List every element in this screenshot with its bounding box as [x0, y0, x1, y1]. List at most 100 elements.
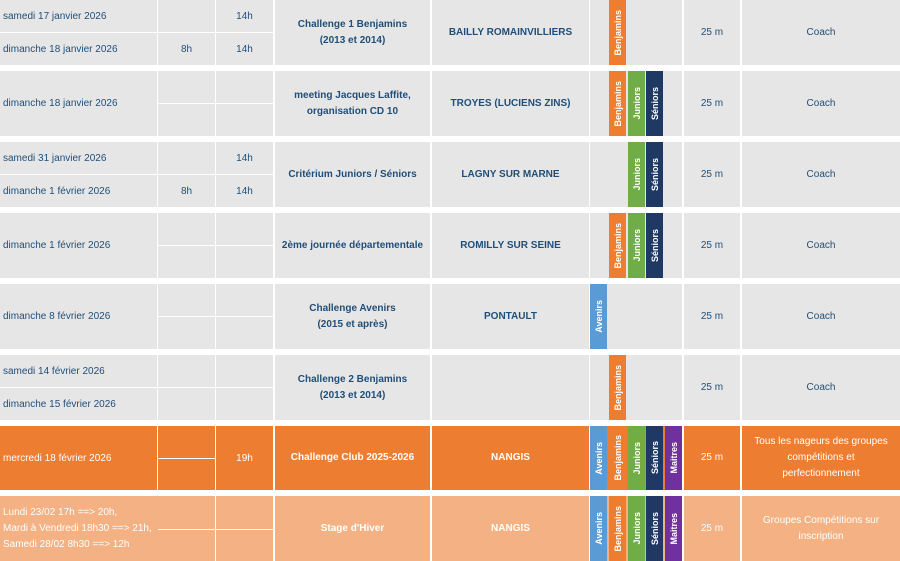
participants: Coach: [742, 213, 900, 278]
date-cell: samedi 17 janvier 2026: [0, 0, 157, 32]
category-tag-avenirs: Avenirs: [590, 426, 607, 490]
end-time-cell: [216, 213, 273, 245]
start-time-cell: [158, 213, 215, 245]
end-time-cell: 14h: [216, 33, 273, 65]
category-tag-avenirs: Avenirs: [590, 284, 607, 349]
event-line: Critérium Juniors / Séniors: [288, 168, 417, 180]
table-row: dimanche 1 février 2026 2ème journée dépa…: [0, 213, 900, 278]
category-label: Maitres: [668, 442, 679, 474]
table-row: Lundi 23/02 17h ==> 20h, Mardi à Vendredi…: [0, 496, 900, 561]
start-time-cell: [158, 0, 215, 32]
event-line: 2ème journée départementale: [281, 239, 424, 251]
end-time-cell-empty: [216, 317, 273, 349]
cell-divider: [216, 529, 273, 530]
category-tag-juniors: Juniors: [628, 426, 645, 490]
participants: Coach: [742, 284, 900, 349]
end-time-cell-empty: [216, 104, 273, 136]
end-time-cell: [216, 71, 273, 103]
category-tag-seniors: Séniors: [646, 426, 663, 490]
pool-length: 25 m: [684, 213, 740, 278]
end-time-cell: 19h: [216, 426, 273, 490]
category-tag-seniors: Séniors: [646, 71, 663, 136]
table-row: mercredi 18 février 2026 19h Challenge Clu…: [0, 426, 900, 490]
category-tag-benjamins: Benjamins: [609, 0, 626, 65]
start-time-cell: 8h: [158, 33, 215, 65]
category-tag-benjamins: Benjamins: [609, 496, 626, 561]
table-row: samedi 14 février 2026 dimanche 15 févrie…: [0, 355, 900, 420]
date-cell: samedi 31 janvier 2026: [0, 142, 157, 174]
event-line: (2013 et 2014): [319, 34, 386, 46]
category-label: Séniors: [649, 86, 660, 120]
event-name: Challenge 1 Benjamins (2013 et 2014): [275, 0, 430, 65]
category-label: Benjamins: [612, 364, 623, 411]
event-line: meeting Jacques Laffite,: [294, 89, 411, 101]
event-location: NANGIS: [432, 426, 589, 490]
date-cell: samedi 14 février 2026: [0, 355, 157, 387]
categories-cell: [590, 0, 682, 65]
end-time-cell: [216, 284, 273, 316]
event-line: organisation CD 10: [306, 105, 399, 117]
table-row: samedi 31 janvier 2026 dimanche 1 février…: [0, 142, 900, 207]
event-location: BAILLY ROMAINVILLIERS: [432, 0, 589, 65]
end-time-cell-empty: [216, 246, 273, 278]
event-line: Stage d'Hiver: [320, 522, 385, 534]
category-tag-avenirs: Avenirs: [590, 496, 607, 561]
category-label: Juniors: [631, 512, 642, 545]
event-line: (2013 et 2014): [319, 389, 386, 401]
event-name: Critérium Juniors / Séniors: [275, 142, 430, 207]
category-tag-maitres: Maitres: [665, 426, 682, 490]
category-tag-seniors: Séniors: [646, 496, 663, 561]
end-time-cell: 14h: [216, 142, 273, 174]
pool-length: 25 m: [684, 426, 740, 490]
end-time-cell: 14h: [216, 175, 273, 207]
category-tag-juniors: Juniors: [628, 142, 645, 207]
event-line: Challenge Avenirs: [309, 302, 396, 314]
start-time-cell-empty: [158, 317, 215, 349]
category-label: Séniors: [649, 511, 660, 545]
category-label: Benjamins: [612, 505, 623, 552]
date-cell: dimanche 1 février 2026: [0, 175, 157, 207]
participants: Tous les nageurs des groupes compétition…: [742, 426, 900, 490]
cell-divider: [158, 529, 215, 530]
start-time-cell: [158, 496, 215, 561]
participants: Coach: [742, 71, 900, 136]
event-name: Challenge 2 Benjamins (2013 et 2014): [275, 355, 430, 420]
category-label: Séniors: [649, 228, 660, 262]
pool-length: 25 m: [684, 355, 740, 420]
date-cell: dimanche 8 février 2026: [0, 284, 157, 349]
start-time-cell: [158, 142, 215, 174]
start-time-cell: [158, 284, 215, 316]
category-tag-benjamins: Benjamins: [609, 213, 626, 278]
participants: Groupes Compétitions sur inscription: [742, 496, 900, 561]
pool-length: 25 m: [684, 0, 740, 65]
category-tag-benjamins: Benjamins: [609, 71, 626, 136]
date-line: Samedi 28/02 8h30 ==> 12h: [3, 538, 130, 550]
category-tag-benjamins: Benjamins: [609, 426, 626, 490]
category-label: Benjamins: [612, 435, 623, 481]
category-label: Avenirs: [593, 441, 604, 475]
participants: Coach: [742, 0, 900, 65]
category-label: Séniors: [649, 157, 660, 191]
category-label: Benjamins: [612, 9, 623, 56]
event-line: Challenge 2 Benjamins: [297, 373, 408, 385]
event-name: Challenge Avenirs (2015 et après): [275, 284, 430, 349]
participants: Coach: [742, 355, 900, 420]
pool-length: 25 m: [684, 496, 740, 561]
date-cell: mercredi 18 février 2026: [0, 426, 157, 490]
event-name: meeting Jacques Laffite, organisation CD …: [275, 71, 430, 136]
start-time-cell: [158, 355, 215, 387]
category-tag-juniors: Juniors: [628, 71, 645, 136]
categories-cell: [590, 355, 682, 420]
end-time-cell: [216, 496, 273, 561]
event-location: NANGIS: [432, 496, 589, 561]
category-label: Avenirs: [593, 512, 604, 545]
event-line: (2015 et après): [317, 318, 388, 330]
category-tag-juniors: Juniors: [628, 496, 645, 561]
start-time-cell-empty: [158, 104, 215, 136]
category-label: Maitres: [668, 512, 679, 545]
category-label: Séniors: [649, 441, 660, 475]
event-line: Challenge 1 Benjamins: [297, 18, 408, 30]
end-time-cell: 14h: [216, 0, 273, 32]
event-location: [432, 355, 589, 420]
participants: Coach: [742, 142, 900, 207]
